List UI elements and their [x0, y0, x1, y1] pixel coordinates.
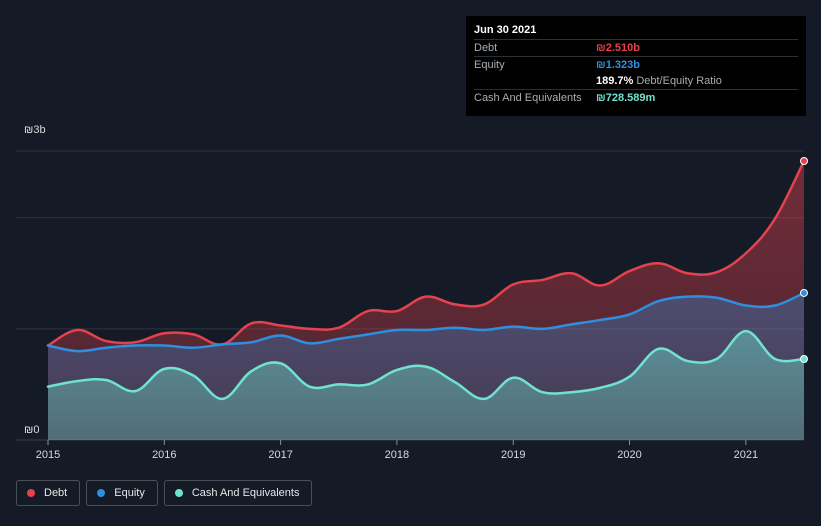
- equity-end-point: [800, 288, 808, 297]
- legend-equity-toggle[interactable]: Equity: [86, 480, 158, 506]
- tooltip-ratio-row: 189.7% Debt/Equity Ratio: [474, 73, 798, 89]
- legend-cash-toggle[interactable]: Cash And Equivalents: [163, 480, 313, 506]
- cash-end-point: [800, 355, 808, 364]
- legend-debt-label: Debt: [44, 487, 68, 499]
- tooltip-equity-row: Equity ₪1.323b: [474, 56, 798, 73]
- equity-line: [46, 291, 806, 353]
- x-tick-label-2015: 2015: [36, 449, 60, 461]
- x-tick-label-2021: 2021: [734, 449, 758, 461]
- tooltip-equity-value: ₪1.323b: [596, 59, 640, 71]
- tooltip-ratio-value: 189.7%: [596, 75, 634, 87]
- chart-legend: Debt Equity Cash And Equivalents: [16, 480, 313, 506]
- y-tick-label-1: ₪3b: [24, 124, 46, 136]
- legend-cash-dot-icon: [174, 489, 183, 497]
- x-tick-label-2019: 2019: [501, 449, 525, 461]
- tooltip-date: Jun 30 2021: [474, 24, 537, 36]
- legend-cash-label: Cash And Equivalents: [191, 487, 300, 499]
- series-areas: [48, 161, 804, 440]
- tooltip-cash-label: Cash And Equivalents: [474, 92, 582, 104]
- series-end-markers: [800, 157, 808, 364]
- debt-end-point: [800, 157, 808, 166]
- axes: ₪0 ₪3b 2015 2016 2017 2018 2019 2020 2021: [24, 124, 758, 461]
- tooltip-debt-row: Debt ₪2.510b: [474, 39, 798, 56]
- legend-equity-dot-icon: [97, 489, 106, 497]
- debt-line: [46, 159, 806, 347]
- x-tick-label-2016: 2016: [152, 449, 176, 461]
- legend-debt-toggle[interactable]: Debt: [16, 480, 81, 506]
- x-tick-label-2018: 2018: [385, 449, 409, 461]
- tooltip-ratio-label: Debt/Equity Ratio: [636, 75, 722, 87]
- cash-line: [46, 329, 806, 401]
- tooltip-debt-value: ₪2.510b: [596, 42, 640, 54]
- tooltip-equity-label: Equity: [474, 59, 505, 71]
- x-tick-label-2020: 2020: [617, 449, 641, 461]
- series-lines: [46, 159, 806, 401]
- legend-equity-label: Equity: [114, 487, 145, 499]
- tooltip-debt-label: Debt: [474, 42, 498, 54]
- y-tick-label-0: ₪0: [24, 424, 39, 436]
- tooltip-panel: Jun 30 2021 Debt ₪2.510b Equity ₪1.323b …: [466, 16, 806, 116]
- cash-area: [48, 331, 804, 440]
- x-tick-label-2017: 2017: [268, 449, 292, 461]
- tooltip-cash-value: ₪728.589m: [596, 92, 656, 104]
- legend-debt-dot-icon: [27, 489, 35, 497]
- tooltip-cash-row: Cash And Equivalents ₪728.589m: [474, 89, 798, 106]
